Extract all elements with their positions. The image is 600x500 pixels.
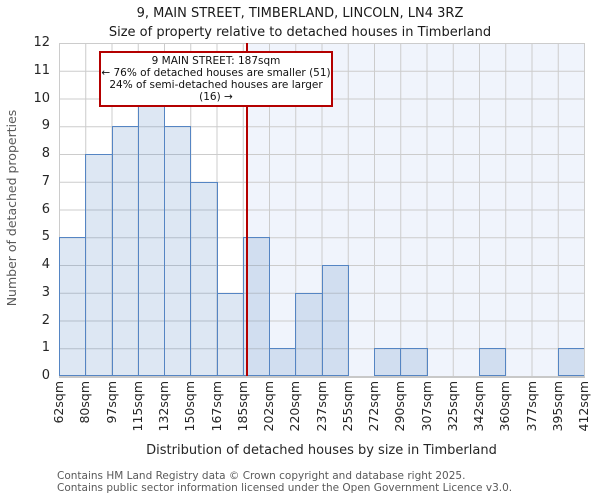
- histogram-bar: [321, 265, 349, 376]
- y-tick-label: 3: [41, 284, 50, 300]
- x-tick-label: 97sqm: [103, 381, 119, 424]
- y-tick-label: 12: [33, 35, 50, 50]
- y-tick-label: 1: [41, 340, 50, 356]
- x-tick-label: 150sqm: [182, 381, 198, 432]
- y-tick-label: 5: [41, 229, 50, 245]
- x-tick-label: 167sqm: [208, 381, 224, 432]
- x-tick-label: 132sqm: [156, 381, 171, 432]
- x-tick-label: 290sqm: [392, 381, 408, 432]
- histogram-bar: [164, 126, 192, 376]
- x-tick-label: 255sqm: [339, 381, 355, 432]
- annotation-box: 9 MAIN STREET: 187sqm ← 76% of detached …: [99, 51, 333, 107]
- x-tick-label: 342sqm: [471, 381, 486, 432]
- histogram-bar: [59, 237, 87, 376]
- histogram-bar: [374, 348, 402, 376]
- annotation-line-1: 9 MAIN STREET: 187sqm: [151, 55, 281, 67]
- histogram-bar: [216, 292, 244, 376]
- x-tick-label: 220sqm: [287, 381, 303, 432]
- histogram-bar: [269, 348, 297, 376]
- title-block: 9, MAIN STREET, TIMBERLAND, LINCOLN, LN4…: [0, 4, 600, 42]
- y-tick-label: 8: [41, 146, 50, 161]
- footer-line-2: Contains public sector information licen…: [57, 481, 513, 494]
- x-tick-label: 360sqm: [497, 381, 513, 432]
- x-tick-label: 377sqm: [523, 381, 539, 432]
- x-tick-label: 237sqm: [313, 381, 329, 432]
- histogram-bar: [85, 154, 113, 376]
- page-title: 9, MAIN STREET, TIMBERLAND, LINCOLN, LN4…: [136, 6, 464, 21]
- y-tick-label: 11: [33, 62, 50, 78]
- x-tick-label: 325sqm: [444, 381, 460, 432]
- annotation-line-2: ← 76% of detached houses are smaller (51…: [101, 67, 331, 79]
- histogram-bar: [400, 348, 428, 376]
- footer: Contains HM Land Registry data © Crown c…: [57, 470, 597, 494]
- x-tick-label: 62sqm: [51, 381, 66, 424]
- x-tick-label: 395sqm: [549, 381, 565, 432]
- chart-subtitle: Size of property relative to detached ho…: [108, 25, 492, 40]
- y-tick-label: 7: [41, 173, 50, 189]
- x-tick-label: 115sqm: [129, 381, 145, 432]
- y-tick-label: 4: [41, 257, 50, 272]
- y-tick-label: 6: [41, 201, 50, 217]
- x-tick-label: 272sqm: [366, 381, 381, 432]
- y-tick-label: 2: [41, 312, 50, 328]
- histogram-bar: [557, 348, 584, 376]
- x-tick-label: 202sqm: [261, 381, 276, 432]
- histogram-bar: [190, 181, 218, 376]
- histogram-bar: [137, 98, 165, 376]
- x-tick-label: 412sqm: [576, 381, 591, 432]
- footer-line-1: Contains HM Land Registry data © Crown c…: [57, 470, 466, 482]
- histogram-bar: [111, 126, 139, 376]
- histogram-bar: [479, 348, 507, 376]
- x-tick-label: 307sqm: [418, 381, 434, 432]
- x-tick-label: 80sqm: [77, 381, 93, 424]
- x-tick-label: 185sqm: [234, 381, 250, 432]
- x-axis-label: Distribution of detached houses by size …: [146, 443, 497, 458]
- y-tick-label: 10: [33, 90, 50, 106]
- annotation-line-3: 24% of semi-detached houses are larger (…: [109, 79, 323, 103]
- y-tick-label: 9: [41, 118, 50, 134]
- histogram-bar: [295, 292, 323, 376]
- property-size-marker-line: [245, 43, 248, 376]
- y-tick-label: 0: [41, 368, 50, 383]
